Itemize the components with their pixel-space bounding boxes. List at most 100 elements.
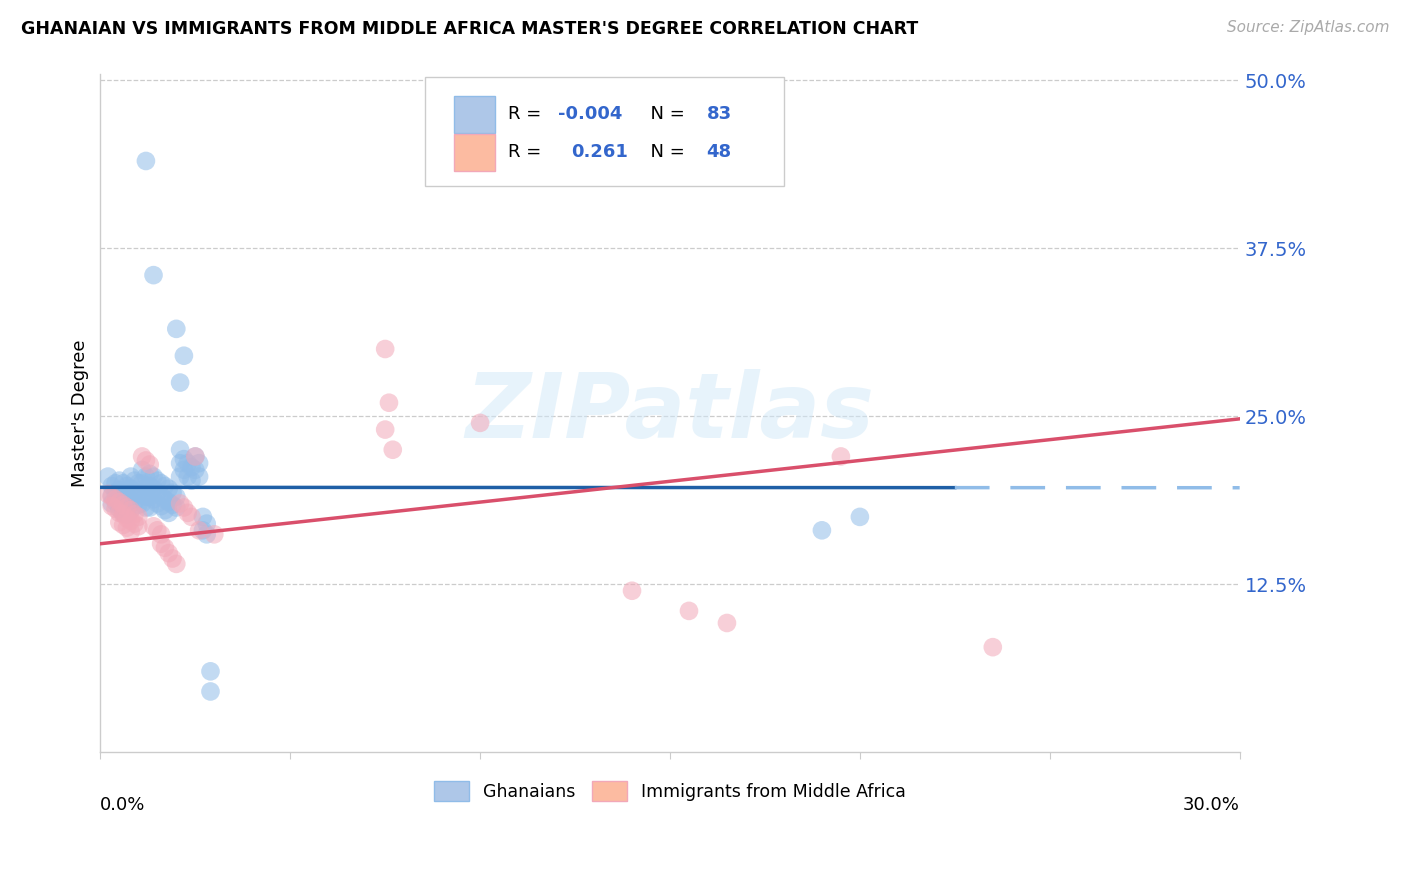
Point [811,524,834,538]
Point [165,322,187,336]
Point [115,498,138,512]
Point [153,492,176,507]
Point [120,469,142,483]
Point [150,537,173,551]
Point [108,483,131,497]
Point [120,514,142,528]
Bar [454,95,495,133]
Point [374,423,396,437]
Point [200,665,222,679]
Point [191,509,214,524]
Point [146,496,169,510]
Point [138,458,160,472]
Point [153,479,176,493]
Point [830,450,852,464]
Point [112,517,135,532]
Text: 30.0%: 30.0% [1182,796,1240,814]
Point [135,469,157,483]
Text: GHANAIAN VS IMMIGRANTS FROM MIDDLE AFRICA MASTER'S DEGREE CORRELATION CHART: GHANAIAN VS IMMIGRANTS FROM MIDDLE AFRIC… [21,20,918,37]
Point [157,495,180,509]
Point [146,485,169,500]
Point [716,615,738,630]
Point [112,507,135,521]
Point [112,506,135,520]
Point [104,501,127,516]
Point [165,500,187,515]
Point [142,469,165,483]
Text: R =: R = [508,105,547,123]
Point [150,488,173,502]
Legend: Ghanaians, Immigrants from Middle Africa: Ghanaians, Immigrants from Middle Africa [434,780,905,801]
Point [104,476,127,491]
Point [131,463,153,477]
Point [120,503,142,517]
Point [169,456,191,470]
Bar [454,134,495,171]
Point [173,500,195,515]
Point [131,496,153,510]
Point [165,490,187,504]
Point [120,482,142,496]
Point [135,480,157,494]
Y-axis label: Master's Degree: Master's Degree [72,339,89,486]
Point [124,495,146,509]
Point [162,485,184,500]
Point [115,521,138,535]
Point [165,557,187,571]
Point [176,469,198,483]
Point [108,474,131,488]
Point [135,453,157,467]
Point [112,485,135,500]
Point [135,500,157,515]
Point [127,487,149,501]
Point [153,503,176,517]
Point [124,507,146,521]
Point [200,684,222,698]
Point [138,490,160,504]
Point [115,479,138,493]
Point [127,498,149,512]
Point [131,450,153,464]
Point [131,487,153,501]
Point [100,496,122,510]
Point [142,519,165,533]
Point [188,524,211,538]
Point [150,527,173,541]
Point [135,153,157,168]
Point [157,546,180,560]
Point [120,524,142,539]
Point [146,474,169,488]
Text: 83: 83 [706,105,731,123]
Point [678,604,700,618]
Point [157,506,180,520]
Point [112,476,135,491]
Point [124,474,146,488]
Point [468,416,491,430]
Point [108,506,131,520]
Point [180,474,202,488]
FancyBboxPatch shape [425,77,785,186]
Point [150,476,173,491]
Point [100,490,122,504]
Point [142,268,165,282]
Point [127,476,149,491]
Point [169,376,191,390]
Point [112,498,135,512]
Point [100,488,122,502]
Point [188,456,211,470]
Point [112,495,135,509]
Point [108,492,131,507]
Point [180,509,202,524]
Point [173,349,195,363]
Point [162,498,184,512]
Point [138,479,160,493]
Point [115,500,138,515]
Point [104,492,127,507]
Point [981,640,1004,655]
Point [138,467,160,481]
Text: 48: 48 [706,144,731,161]
Text: Source: ZipAtlas.com: Source: ZipAtlas.com [1226,20,1389,35]
Point [849,509,872,524]
Point [146,524,169,538]
Point [153,541,176,555]
